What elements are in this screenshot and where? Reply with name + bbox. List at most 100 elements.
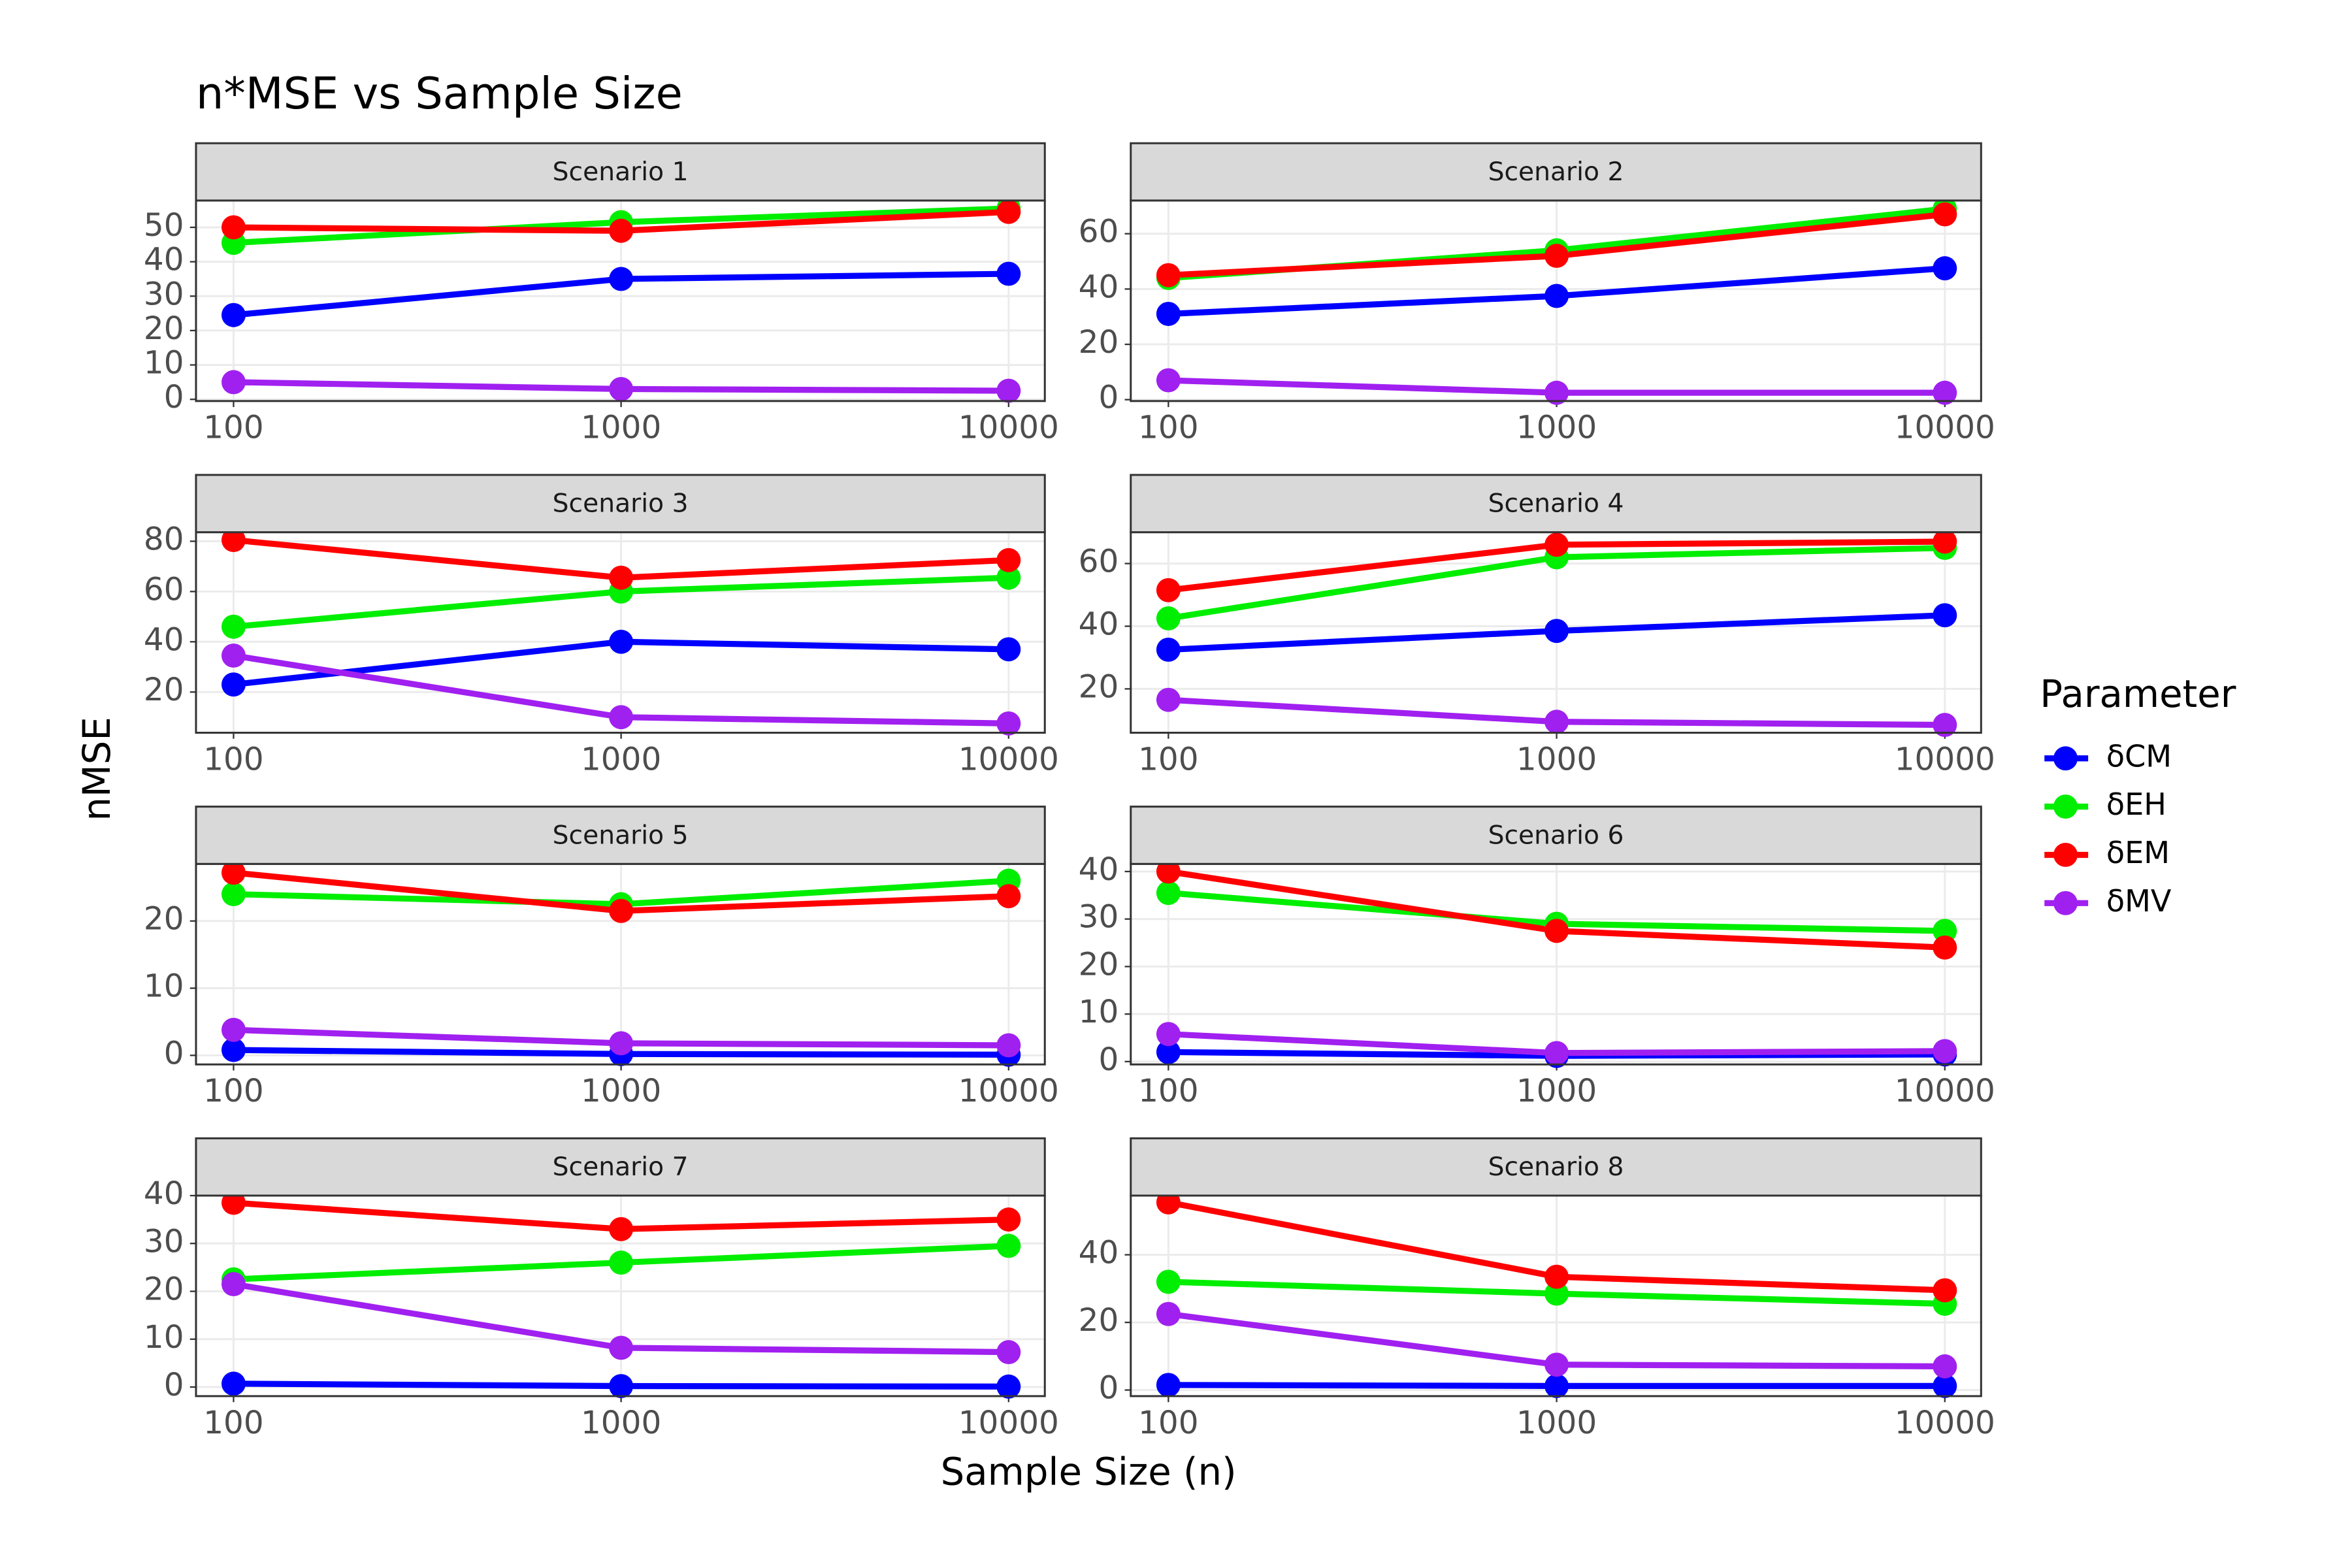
x-tick-label: 10000	[958, 741, 1059, 777]
x-tick-label: 100	[1138, 1073, 1198, 1109]
x-tick-label: 10000	[1895, 741, 1995, 777]
y-tick-label: 30	[144, 276, 184, 312]
x-tick-label: 10000	[958, 410, 1059, 446]
strip	[1130, 474, 1982, 534]
data-point	[609, 1250, 634, 1275]
y-tick-label: 30	[1079, 899, 1119, 936]
x-tick-label: 100	[203, 1405, 263, 1441]
data-point	[1156, 1301, 1181, 1326]
data-point	[1544, 244, 1569, 269]
strip	[195, 142, 1046, 202]
legend-label: δEM	[2106, 835, 2170, 870]
data-point	[1544, 919, 1569, 943]
y-tick-label: 0	[164, 379, 184, 416]
data-point	[996, 199, 1021, 224]
data-point	[1156, 263, 1181, 287]
data-point	[1933, 1039, 1957, 1064]
data-point	[1156, 368, 1181, 393]
x-tick-label: 1000	[581, 741, 661, 777]
y-tick-label: 40	[1079, 606, 1119, 642]
data-point	[609, 1217, 634, 1241]
data-point	[996, 378, 1021, 403]
data-point	[609, 898, 634, 923]
x-tick-label: 1000	[1516, 1073, 1597, 1109]
data-point	[221, 614, 246, 639]
data-point	[1156, 1269, 1181, 1294]
data-point	[996, 637, 1021, 662]
y-tick-label: 20	[144, 672, 184, 708]
y-tick-label: 20	[1079, 324, 1119, 361]
data-point	[1933, 1354, 1957, 1379]
legend-point	[2053, 890, 2078, 915]
data-point	[221, 672, 246, 697]
data-point	[1156, 859, 1181, 884]
x-tick-label: 100	[203, 741, 263, 777]
data-point	[1544, 1264, 1569, 1289]
y-tick-label: 60	[1079, 544, 1119, 580]
strip	[195, 1137, 1046, 1197]
x-tick-label: 1000	[1516, 410, 1597, 446]
x-tick-label: 10000	[1895, 1405, 1995, 1441]
data-point	[1156, 1039, 1181, 1064]
y-tick-label: 10	[144, 968, 184, 1005]
x-tick-label: 10000	[1895, 410, 1995, 446]
y-tick-label: 40	[1079, 1235, 1119, 1271]
data-point	[609, 1335, 634, 1360]
data-point	[609, 629, 634, 654]
data-point	[996, 884, 1021, 909]
data-point	[1544, 532, 1569, 557]
strip	[1130, 806, 1982, 865]
y-tick-label: 20	[144, 310, 184, 347]
x-tick-label: 1000	[581, 410, 661, 446]
y-tick-label: 50	[144, 207, 184, 244]
y-tick-label: 40	[144, 242, 184, 278]
data-point	[1544, 1352, 1569, 1377]
y-tick-label: 80	[144, 521, 184, 557]
y-tick-label: 0	[1098, 1370, 1119, 1407]
data-point	[1156, 1373, 1181, 1397]
legend-point	[2053, 746, 2078, 771]
y-tick-label: 60	[144, 571, 184, 608]
y-tick-label: 0	[164, 1035, 184, 1071]
data-point	[1544, 1373, 1569, 1398]
data-point	[1544, 1281, 1569, 1306]
strip	[195, 474, 1046, 534]
data-point	[1933, 529, 1957, 554]
y-tick-label: 40	[1079, 851, 1119, 888]
legend-label: δCM	[2106, 738, 2172, 774]
data-point	[1933, 202, 1957, 227]
x-tick-label: 1000	[581, 1405, 661, 1441]
data-point	[996, 261, 1021, 286]
x-tick-label: 100	[1138, 1405, 1198, 1441]
x-tick-label: 100	[203, 410, 263, 446]
data-point	[221, 370, 246, 395]
y-tick-label: 60	[1079, 214, 1119, 250]
legend-title: Parameter	[2040, 672, 2236, 716]
data-point	[1933, 1278, 1957, 1303]
legend-point	[2053, 843, 2078, 867]
y-tick-label: 0	[1098, 380, 1119, 416]
x-axis-title: Sample Size (n)	[941, 1450, 1237, 1494]
data-point	[1933, 713, 1957, 738]
legend-point	[2053, 794, 2078, 819]
data-point	[221, 1017, 246, 1042]
data-point	[1933, 603, 1957, 628]
strip-label: Scenario 2	[1488, 157, 1624, 187]
data-point	[221, 882, 246, 907]
data-point	[1156, 687, 1181, 712]
x-tick-label: 100	[1138, 741, 1198, 777]
y-tick-label: 10	[144, 345, 184, 382]
strip	[195, 806, 1046, 865]
data-point	[1156, 606, 1181, 630]
x-tick-label: 10000	[1895, 1073, 1995, 1109]
data-point	[221, 528, 246, 552]
data-point	[609, 267, 634, 291]
strip	[1130, 142, 1982, 202]
data-point	[1933, 935, 1957, 960]
legend-label: δMV	[2106, 883, 2172, 919]
data-point	[221, 1371, 246, 1396]
data-point	[1156, 1022, 1181, 1047]
strip	[1130, 1137, 1982, 1197]
y-tick-label: 10	[144, 1319, 184, 1356]
x-tick-label: 1000	[1516, 741, 1597, 777]
